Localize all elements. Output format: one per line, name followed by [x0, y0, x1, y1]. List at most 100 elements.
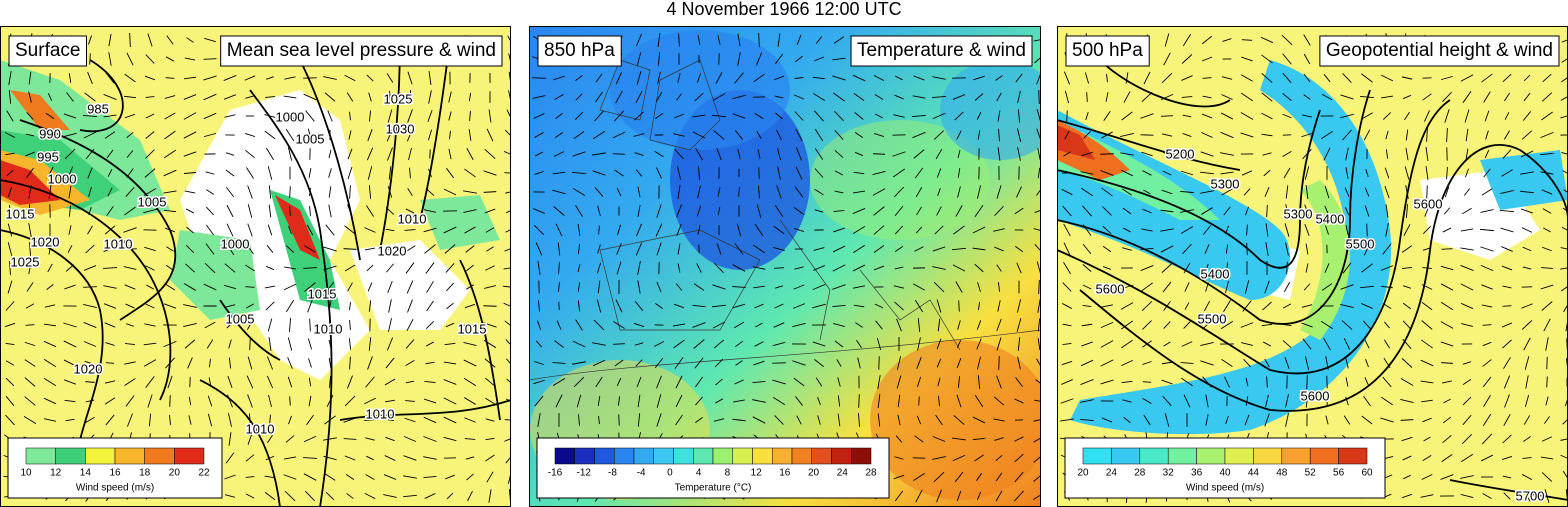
wind-arrow [48, 243, 52, 255]
wind-arrow [1465, 148, 1469, 160]
wind-arrow [125, 343, 135, 345]
wind-arrow [1542, 73, 1552, 83]
wind-arrow [793, 207, 805, 215]
wind-arrow [406, 128, 414, 142]
wind-arrow [692, 114, 706, 118]
wind-arrow [484, 285, 496, 289]
wind-arrow [1225, 280, 1229, 294]
wind-arrow [1441, 75, 1453, 81]
wind-arrow [427, 109, 433, 123]
wind-arrow [1282, 324, 1292, 326]
wind-arrow [1204, 244, 1210, 254]
wind-arrow [1460, 475, 1474, 479]
wind-arrow [675, 375, 683, 389]
wind-arrow [774, 205, 784, 217]
wind-arrow [1342, 73, 1352, 83]
wind-arrow [637, 413, 641, 427]
wind-arrow [1242, 300, 1252, 312]
wind-arrow [1422, 454, 1432, 462]
wind-arrow [1404, 111, 1410, 121]
wind-arrow [46, 284, 54, 290]
wind-arrow [932, 456, 946, 460]
wind-arrow [578, 414, 580, 426]
wind-arrow [1060, 418, 1074, 422]
wind-arrow [1462, 396, 1472, 406]
wind-arrow [736, 223, 742, 237]
wind-arrow [346, 493, 354, 499]
wind-arrow [1460, 453, 1474, 463]
wind-arrow [1162, 170, 1172, 176]
wind-arrow [556, 320, 562, 330]
wind-arrow [832, 305, 846, 307]
wind-arrow [1425, 147, 1429, 161]
wind-arrow [1082, 205, 1092, 217]
wind-arrow [777, 166, 781, 180]
wind-arrow [1016, 262, 1022, 274]
wind-arrow [692, 131, 706, 139]
wind-arrow [504, 172, 511, 174]
wind-arrow [368, 92, 372, 102]
wind-arrow [145, 113, 155, 119]
wind-arrow [485, 227, 495, 233]
wind-arrow [25, 151, 35, 157]
wind-arrow [852, 244, 866, 254]
wind-arrow [1084, 72, 1090, 84]
wind-arrow [972, 247, 986, 251]
wind-arrow [1016, 318, 1022, 332]
wind-arrow [405, 339, 415, 349]
wind-arrow [203, 112, 217, 120]
wind-arrow [386, 73, 394, 83]
wind-arrow [203, 283, 217, 291]
wind-arrow [1481, 304, 1493, 308]
wind-arrow [84, 92, 96, 102]
wind-arrow [125, 303, 135, 309]
wind-arrow [304, 245, 316, 253]
wind-arrow [124, 284, 136, 290]
wind-arrow [68, 205, 72, 217]
wind-arrow [8, 90, 12, 104]
wind-arrow [28, 223, 32, 237]
wind-arrow [1405, 129, 1409, 141]
wind-arrow [534, 171, 544, 175]
wind-arrow [423, 456, 437, 460]
wind-arrow [614, 169, 624, 177]
wind-arrow [915, 226, 923, 234]
wind-arrow [634, 152, 644, 156]
wind-arrow [716, 243, 722, 255]
wind-arrow [1482, 376, 1492, 388]
wind-arrow [1483, 394, 1491, 408]
wind-arrow [1181, 151, 1193, 157]
wind-arrow [772, 341, 786, 347]
wind-arrow [143, 342, 157, 346]
wind-arrow [637, 186, 641, 198]
wind-arrow [872, 170, 886, 176]
wind-arrow [913, 283, 925, 291]
wind-arrow [532, 208, 546, 214]
wind-arrow [873, 265, 885, 271]
wind-arrow [1240, 322, 1254, 328]
contour-label: 1010 [314, 321, 343, 336]
wind-arrow [1522, 111, 1532, 121]
wind-arrow [466, 264, 474, 272]
wind-arrow [655, 223, 663, 237]
wind-arrow [853, 171, 865, 175]
wind-arrow [43, 377, 57, 387]
wind-arrow [426, 281, 434, 293]
wind-arrow [1521, 303, 1533, 309]
wind-arrow [7, 223, 13, 237]
wind-arrow [287, 376, 293, 388]
wind-arrow [387, 186, 393, 198]
wind-arrow [812, 303, 826, 309]
wind-arrow [552, 378, 566, 386]
wind-arrow [654, 113, 664, 119]
wind-arrow [1286, 261, 1288, 275]
wind-arrow [146, 284, 154, 290]
wind-arrow [329, 320, 331, 330]
colorbar-tick-label: 4 [696, 468, 702, 479]
wind-arrow [1143, 189, 1151, 195]
colorbar-swatch [752, 447, 773, 465]
wind-arrow [1142, 397, 1152, 405]
wind-arrow [1460, 302, 1474, 310]
wind-arrow [1420, 380, 1434, 384]
wind-arrow [534, 361, 544, 365]
